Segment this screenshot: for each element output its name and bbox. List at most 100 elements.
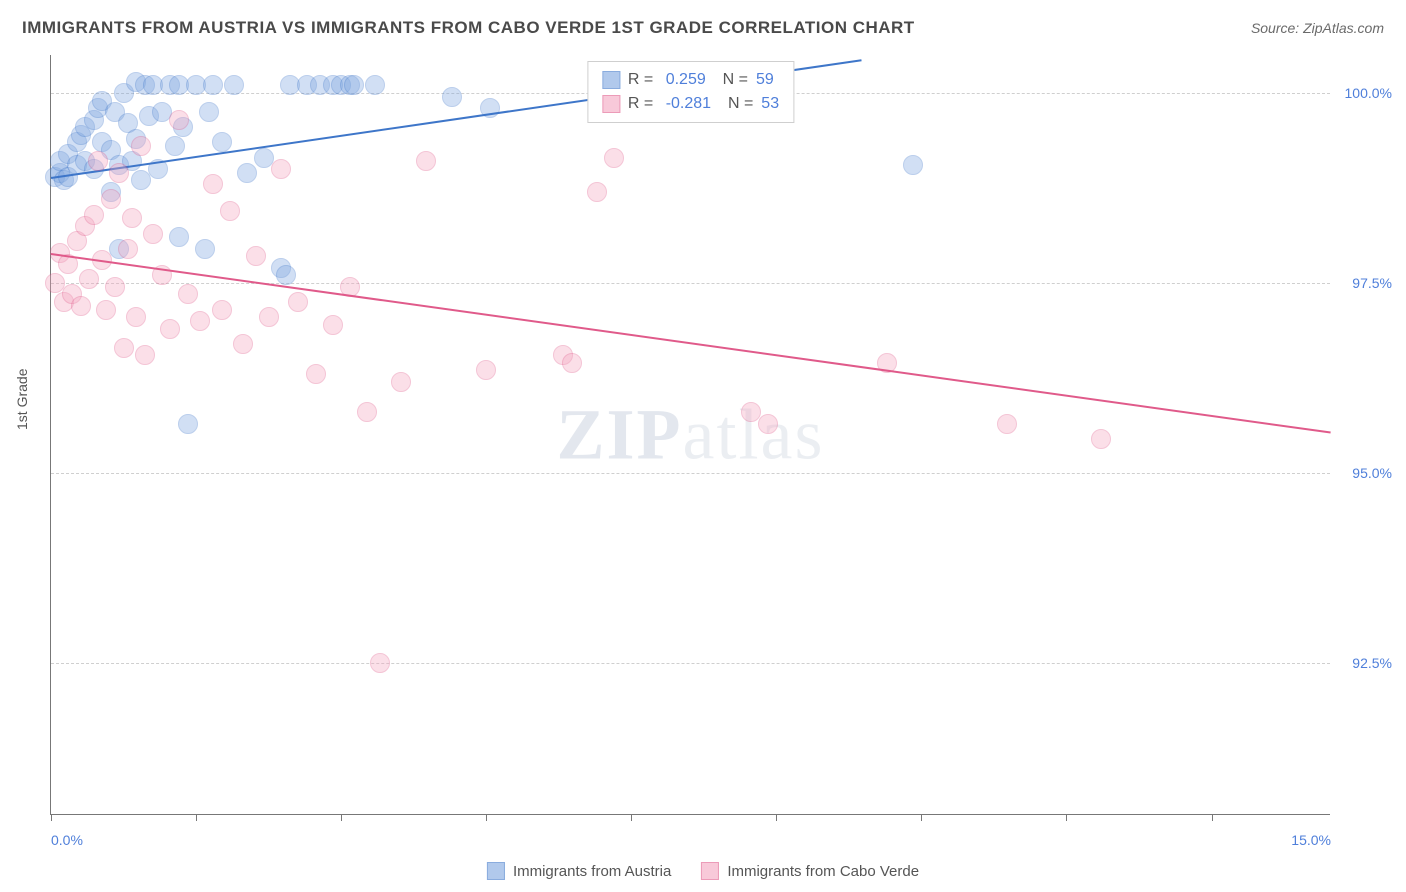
ytick-label: 92.5% [1352,655,1392,671]
data-point [903,155,923,175]
watermark-bold: ZIP [557,394,683,474]
data-point [758,414,778,434]
data-point [442,87,462,107]
data-point [195,239,215,259]
data-point [165,136,185,156]
data-point [71,296,91,316]
data-point [160,319,180,339]
data-point [562,353,582,373]
xtick [1066,814,1067,821]
xtick [486,814,487,821]
data-point [109,163,129,183]
data-point [997,414,1017,434]
data-point [587,182,607,202]
data-point [237,163,257,183]
legend-label: Immigrants from Cabo Verde [727,863,919,880]
stats-box: R = 0.259 N =59R = -0.281 N =53 [587,61,794,123]
stat-n-label: N = [714,68,748,92]
data-point [212,132,232,152]
series-swatch [602,71,620,89]
data-point [233,334,253,354]
legend-swatch [487,862,505,880]
data-point [391,372,411,392]
data-point [169,227,189,247]
data-point [604,148,624,168]
stat-n-value: 53 [761,92,779,116]
data-point [178,414,198,434]
gridline-h [51,473,1330,474]
data-point [224,75,244,95]
data-point [96,300,116,320]
data-point [271,159,291,179]
data-point [131,170,151,190]
data-point [169,110,189,130]
data-point [357,402,377,422]
gridline-h [51,663,1330,664]
data-point [276,265,296,285]
xtick [51,814,52,821]
chart-source: Source: ZipAtlas.com [1251,20,1384,36]
data-point [306,364,326,384]
xtick [196,814,197,821]
data-point [88,151,108,171]
data-point [178,284,198,304]
data-point [212,300,232,320]
data-point [84,205,104,225]
data-point [118,239,138,259]
stats-row: R = 0.259 N = 59 [602,68,779,92]
data-point [1091,429,1111,449]
xtick [631,814,632,821]
data-point [122,208,142,228]
data-point [114,338,134,358]
series-swatch [602,95,620,113]
chart-title: IMMIGRANTS FROM AUSTRIA VS IMMIGRANTS FR… [22,18,915,38]
stat-n-label: N = [719,92,753,116]
data-point [220,201,240,221]
stat-r-value: 0.259 [666,68,706,92]
data-point [101,189,121,209]
xtick [341,814,342,821]
data-point [323,315,343,335]
data-point [476,360,496,380]
stat-n-value: 59 [756,68,774,92]
stat-r-value: -0.281 [666,92,711,116]
data-point [370,653,390,673]
stats-row: R = -0.281 N = 53 [602,92,779,116]
ytick-label: 97.5% [1352,275,1392,291]
watermark: ZIPatlas [557,393,825,476]
data-point [105,277,125,297]
data-point [246,246,266,266]
y-axis-label: 1st Grade [14,369,30,430]
stat-r-label: R = [628,92,658,116]
xtick [776,814,777,821]
stat-r-label: R = [628,68,658,92]
plot-area: ZIPatlas 92.5%95.0%97.5%100.0%0.0%15.0%R… [50,55,1330,815]
data-point [344,75,364,95]
xtick [921,814,922,821]
gridline-h [51,283,1330,284]
data-point [203,174,223,194]
legend-item: Immigrants from Cabo Verde [701,862,919,880]
data-point [190,311,210,331]
legend-swatch [701,862,719,880]
data-point [416,151,436,171]
bottom-legend: Immigrants from Austria Immigrants from C… [487,862,919,880]
data-point [126,307,146,327]
ytick-label: 100.0% [1345,85,1392,101]
xtick [1212,814,1213,821]
data-point [365,75,385,95]
data-point [135,345,155,365]
data-point [131,136,151,156]
data-point [79,269,99,289]
data-point [199,102,219,122]
data-point [203,75,223,95]
ytick-label: 95.0% [1352,465,1392,481]
xtick-label: 0.0% [51,832,83,848]
legend-item: Immigrants from Austria [487,862,671,880]
data-point [259,307,279,327]
data-point [143,224,163,244]
legend-label: Immigrants from Austria [513,863,671,880]
chart-header: IMMIGRANTS FROM AUSTRIA VS IMMIGRANTS FR… [22,18,1384,38]
data-point [288,292,308,312]
xtick-label: 15.0% [1291,832,1331,848]
